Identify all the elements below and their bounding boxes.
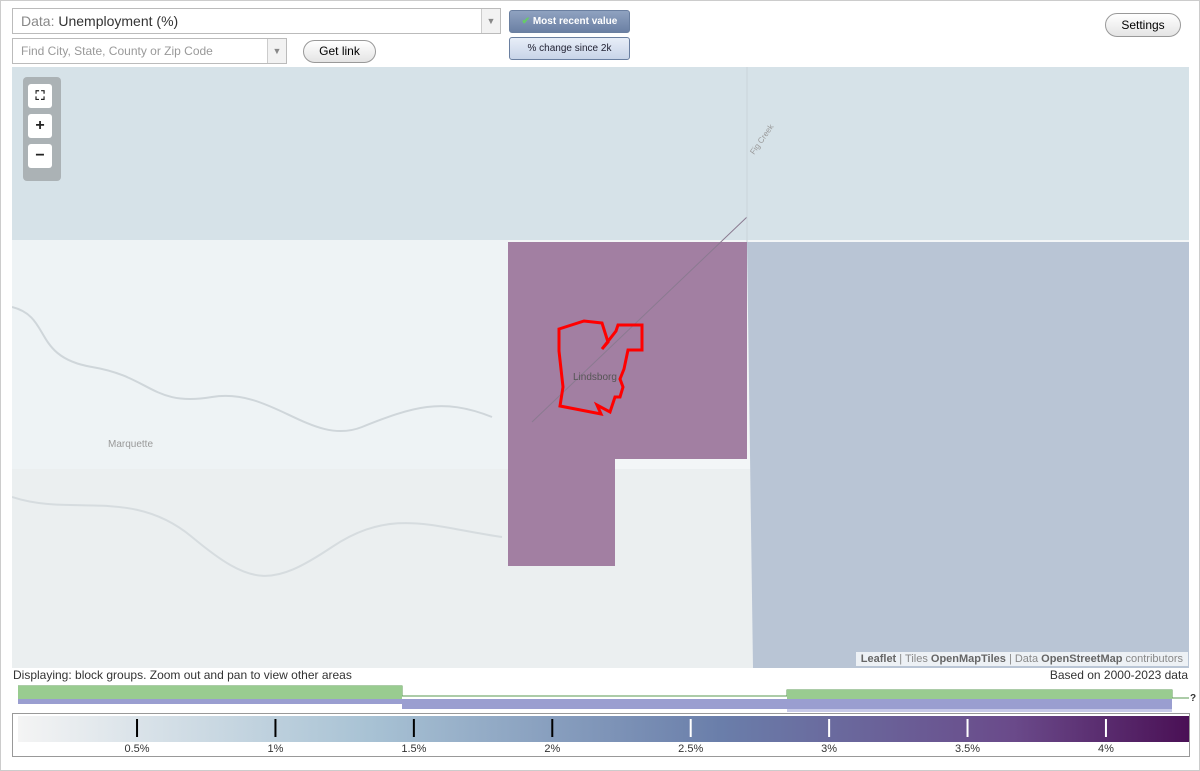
legend: 0.5% 1% 1.5% 2% 2.5% 3% 3.5% 4% xyxy=(12,713,1190,757)
displaying-text: Displaying: block groups. Zoom out and p… xyxy=(13,668,352,682)
dropdown-arrow: ▼ xyxy=(267,39,286,63)
zoom-out-button[interactable]: − xyxy=(28,144,52,168)
legend-gradient xyxy=(18,716,1189,742)
legend-tick-label: 1.5% xyxy=(401,743,426,755)
river xyxy=(12,306,493,433)
river xyxy=(12,496,503,577)
data-value: Unemployment (%) xyxy=(58,13,179,29)
legend-tick-label: 2.5% xyxy=(678,743,703,755)
region xyxy=(747,242,1189,668)
region xyxy=(508,242,747,566)
attribution-text: | Data xyxy=(1008,653,1039,665)
legend-tick-label: 3% xyxy=(821,743,837,755)
most-recent-label: Most recent value xyxy=(532,16,618,27)
railroad xyxy=(531,216,748,423)
zoom-in-button[interactable]: + xyxy=(28,114,52,138)
dropdown-arrow: ▼ xyxy=(481,9,500,33)
help-icon[interactable]: ? xyxy=(1190,693,1196,704)
map[interactable]: Lindsborg Marquette Fig Creek xyxy=(12,67,1189,668)
data-label: Data: xyxy=(21,13,55,29)
data-select[interactable]: Data: Unemployment (%) ▼ xyxy=(12,8,501,34)
attribution-link[interactable]: OpenStreetMap xyxy=(1041,653,1123,665)
attribution-link[interactable]: Leaflet xyxy=(860,653,897,665)
region xyxy=(12,67,1189,240)
attribution-text: | Tiles xyxy=(899,653,928,665)
fullscreen-button[interactable]: ⛶ xyxy=(28,84,52,108)
settings-button[interactable]: Settings xyxy=(1105,13,1181,37)
legend-tick-label: 4% xyxy=(1098,743,1114,755)
search-input[interactable]: Find City, State, County or Zip Code ▼ xyxy=(12,38,287,64)
attribution: Leaflet | Tiles OpenMapTiles | Data Open… xyxy=(855,652,1188,666)
city-label: Lindsborg xyxy=(573,372,617,383)
get-link-button[interactable]: Get link xyxy=(303,40,376,63)
check-icon: ✔ xyxy=(521,16,531,27)
legend-tick-label: 0.5% xyxy=(124,743,149,755)
city-boundary xyxy=(557,319,644,417)
attribution-link[interactable]: OpenMapTiles xyxy=(930,653,1006,665)
legend-tick-label: 1% xyxy=(268,743,284,755)
histogram-bar xyxy=(402,699,1172,709)
region xyxy=(12,469,753,668)
based-on-text: Based on 2000-2023 data xyxy=(1049,668,1188,682)
most-recent-toggle[interactable]: ✔ Most recent value xyxy=(509,10,630,33)
histogram-bar xyxy=(787,709,1172,712)
zoom-controls: ⛶ + − xyxy=(23,77,61,181)
attribution-text: contributors xyxy=(1125,653,1183,665)
legend-tick-label: 3.5% xyxy=(955,743,980,755)
region xyxy=(12,240,508,469)
town-label: Marquette xyxy=(108,439,153,450)
histogram-bar xyxy=(18,699,402,704)
histogram: ? xyxy=(18,685,1196,712)
histogram-bar xyxy=(787,690,1172,699)
histogram-bar xyxy=(18,686,402,699)
legend-tick-label: 2% xyxy=(544,743,560,755)
search-placeholder: Find City, State, County or Zip Code xyxy=(21,44,213,58)
change-toggle[interactable]: % change since 2k xyxy=(509,37,630,60)
